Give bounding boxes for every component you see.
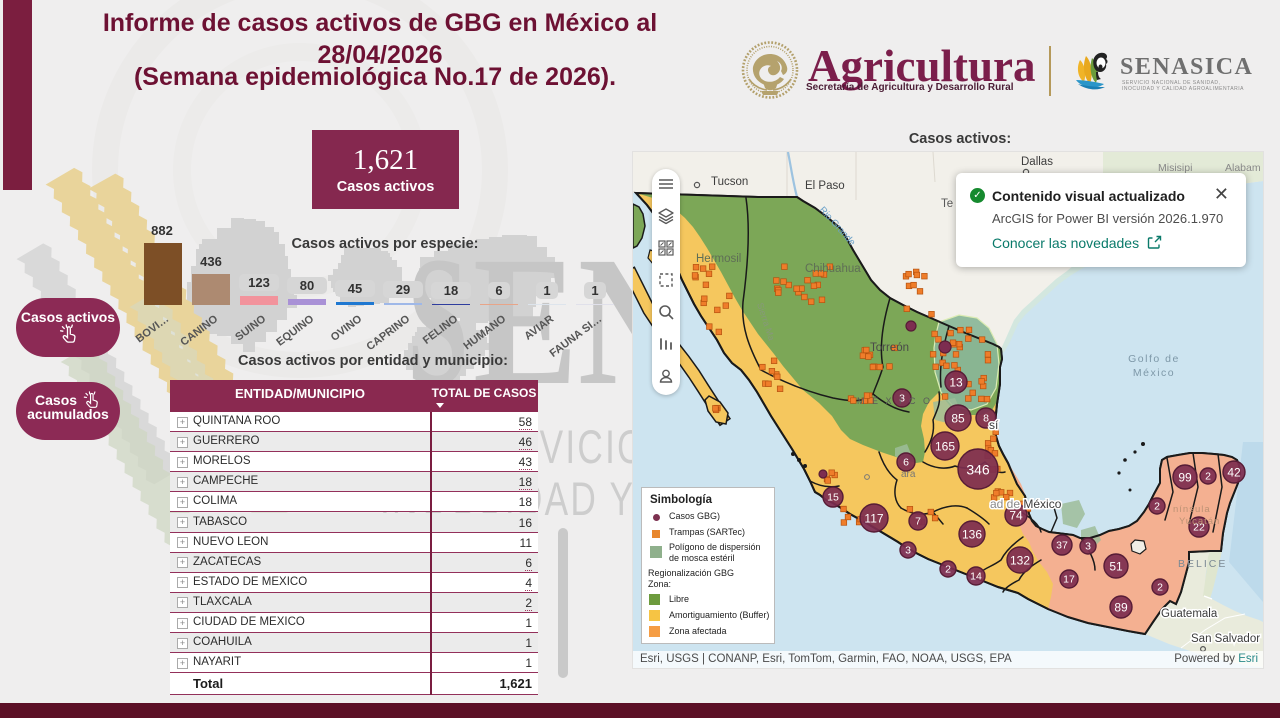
svg-text:ara: ara — [901, 469, 916, 480]
svg-text:2: 2 — [1205, 471, 1211, 483]
svg-text:El Paso: El Paso — [805, 180, 845, 192]
svg-text:2: 2 — [1154, 501, 1160, 513]
svg-text:117: 117 — [864, 512, 883, 526]
svg-text:San Salvador: San Salvador — [1191, 633, 1260, 645]
svg-text:17: 17 — [1063, 574, 1075, 586]
svg-text:Misisipi: Misisipi — [1158, 162, 1192, 174]
svg-text:3: 3 — [1085, 541, 1091, 553]
svg-text:ad de México: ad de México — [990, 497, 1062, 511]
svg-text:37: 37 — [1056, 540, 1068, 552]
svg-text:2: 2 — [945, 564, 951, 576]
svg-text:M É X I C O: M É X I C O — [857, 396, 933, 406]
svg-text:346: 346 — [966, 462, 990, 478]
svg-text:7: 7 — [915, 516, 921, 528]
svg-text:165: 165 — [935, 440, 955, 454]
svg-text:3: 3 — [899, 393, 905, 405]
svg-text:136: 136 — [962, 528, 982, 542]
svg-text:Guatemala: Guatemala — [1161, 608, 1218, 620]
svg-text:Alabam: Alabam — [1225, 162, 1261, 174]
svg-text:74: 74 — [1009, 509, 1023, 523]
svg-text:132: 132 — [1010, 554, 1030, 568]
svg-text:89: 89 — [1114, 601, 1128, 615]
svg-text:México: México — [1133, 367, 1175, 379]
svg-text:99: 99 — [1178, 471, 1192, 485]
svg-text:BELICE: BELICE — [1178, 558, 1227, 570]
svg-text:6: 6 — [903, 457, 909, 469]
svg-text:Dallas: Dallas — [1021, 156, 1053, 168]
svg-text:15: 15 — [827, 492, 839, 504]
svg-text:14: 14 — [970, 571, 982, 583]
svg-text:nínsula: nínsula — [1173, 504, 1211, 515]
svg-text:8: 8 — [983, 413, 989, 425]
svg-text:22: 22 — [1193, 522, 1205, 534]
svg-text:Chihuahua: Chihuahua — [805, 263, 861, 275]
svg-text:85: 85 — [951, 412, 965, 426]
svg-text:13: 13 — [949, 376, 963, 390]
svg-text:Tucson: Tucson — [711, 176, 748, 188]
svg-text:Hermosil: Hermosil — [696, 253, 741, 265]
svg-text:42: 42 — [1227, 466, 1241, 480]
svg-text:Te: Te — [941, 198, 953, 210]
svg-text:2: 2 — [1157, 582, 1163, 594]
svg-text:sí: sí — [989, 418, 999, 432]
svg-text:Golfo de: Golfo de — [1128, 353, 1180, 365]
svg-text:51: 51 — [1109, 560, 1123, 574]
svg-text:Torreón: Torreón — [870, 342, 909, 354]
svg-text:3: 3 — [905, 545, 911, 557]
svg-text:Yucatán: Yucatán — [1179, 516, 1220, 527]
